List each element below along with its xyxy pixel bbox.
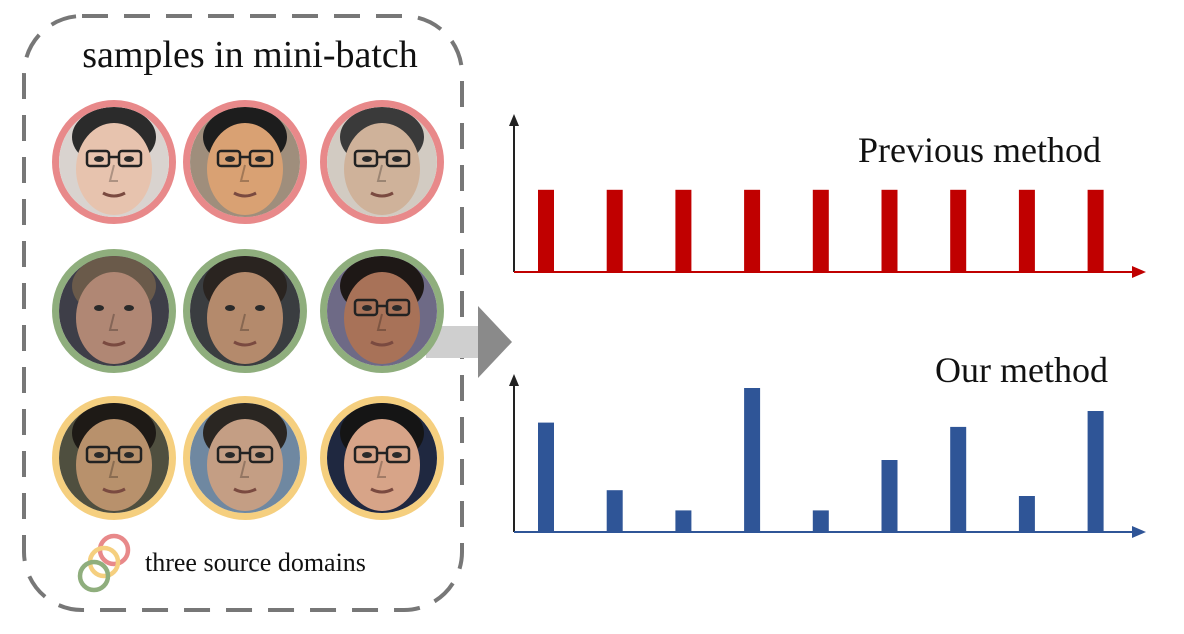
mini-batch-panel: [22, 14, 464, 612]
our-method-bars: [538, 388, 1104, 532]
our-method-bar-7: [950, 426, 967, 532]
previous-method-bar-8: [1018, 189, 1035, 272]
domain-legend-icon: [77, 533, 131, 593]
previous-method-title: Previous method: [858, 130, 1101, 170]
previous-method-bar-9: [1087, 189, 1104, 272]
previous-method-bars: [538, 189, 1104, 272]
our-method-bar-2: [606, 490, 623, 532]
face-sample-8: [183, 396, 307, 520]
legend-label: three source domains: [145, 548, 366, 577]
our-method-bar-5: [812, 510, 829, 532]
our-method-bar-6: [881, 460, 898, 532]
our-method-bar-8: [1018, 496, 1035, 532]
face-sample-9: [320, 396, 444, 520]
our-method-title: Our method: [935, 350, 1108, 390]
face-sample-4: [52, 249, 176, 373]
previous-method-bar-5: [812, 189, 829, 272]
previous-method-bar-2: [606, 189, 623, 272]
face-sample-3: [320, 100, 444, 224]
face-sample-5: [183, 249, 307, 373]
our-method-bar-9: [1087, 411, 1104, 532]
panel-title: samples in mini-batch: [82, 34, 418, 76]
face-sample-7: [52, 396, 176, 520]
previous-method-bar-1: [538, 189, 554, 272]
our-method-bar-3: [675, 510, 692, 532]
face-sample-1: [52, 100, 176, 224]
previous-method-bar-4: [744, 189, 761, 272]
previous-method-bar-3: [675, 189, 692, 272]
our-method-bar-4: [744, 388, 761, 532]
face-sample-6: [320, 249, 444, 373]
face-sample-2: [183, 100, 307, 224]
our-method-bar-1: [538, 422, 554, 532]
previous-method-bar-6: [881, 189, 898, 272]
previous-method-bar-7: [950, 189, 967, 272]
